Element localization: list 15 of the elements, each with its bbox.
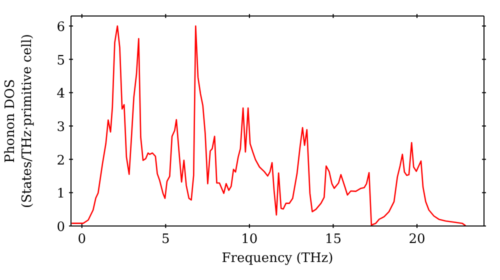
- line-series: [71, 25, 466, 226]
- x-tick-label: 5: [162, 232, 170, 247]
- y-tick-label: 1: [56, 186, 65, 202]
- x-tick-label: 15: [324, 232, 342, 247]
- y-tick-label: 2: [56, 153, 65, 168]
- y-tick-label: 0: [56, 220, 65, 235]
- y-tick-label: 4: [56, 86, 65, 102]
- x-axis-title: Frequency (THz): [222, 251, 334, 266]
- y-tick-label: 5: [56, 53, 65, 68]
- x-tick-label: 10: [241, 232, 258, 247]
- x-tick-label: 20: [408, 232, 426, 247]
- y-tick-label: 3: [56, 120, 65, 135]
- x-tick-label: 0: [78, 232, 86, 247]
- y-axis-title: Phonon DOS (States/THz·primitive cell): [3, 34, 35, 208]
- y-tick-label: 6: [56, 20, 65, 35]
